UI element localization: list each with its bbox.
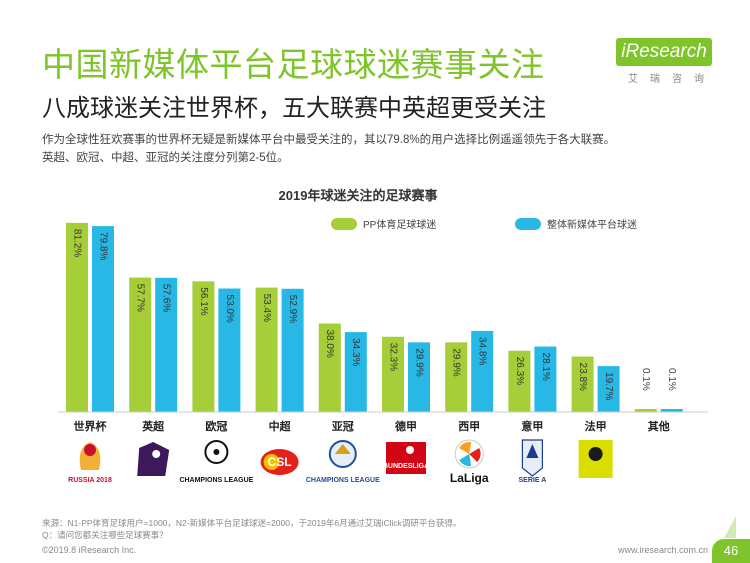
- bar-overall-9: [660, 409, 683, 412]
- laliga-ball-logo-text: LaLiga: [450, 471, 489, 485]
- iresearch-logo: iResearch 艾瑞咨询: [616, 38, 716, 88]
- fifa-world-cup-icon: RUSSIA 2018: [68, 442, 112, 484]
- data-label-pp-1: 57.7%: [135, 284, 146, 312]
- chart-bars: 81.2% 79.8% 57.7% 57.6% 56.1% 53.0% 53.4% 52.9%…: [66, 222, 683, 412]
- category-label-0: 世界杯: [74, 419, 108, 433]
- legend-label-pp: PP体育足球球迷: [363, 218, 436, 231]
- bar-overall-7: [534, 346, 557, 412]
- copyright: ©2019.8 iResearch Inc.: [42, 545, 137, 555]
- data-label-overall-8: 19.7%: [603, 372, 614, 400]
- category-label-5: 德甲: [394, 419, 417, 433]
- data-label-pp-7: 26.3%: [514, 357, 525, 385]
- data-label-pp-5: 32.3%: [387, 343, 398, 371]
- category-label-2: 欧冠: [205, 419, 227, 433]
- bar-chart: 2019年球迷关注的足球赛事 PP体育足球球迷 整体新媒体平台球迷 81.2% 7…: [58, 188, 708, 485]
- data-label-pp-6: 29.9%: [451, 348, 462, 376]
- data-label-pp-8: 23.8%: [577, 363, 588, 391]
- description-line-1: 作为全球性狂欢赛事的世界杯无疑是新媒体平台中最受关注的，其以79.8%的用户选择…: [42, 134, 616, 146]
- data-label-pp-4: 38.0%: [324, 329, 335, 357]
- bar-pp-8: [571, 356, 594, 412]
- data-label-overall-6: 34.8%: [477, 337, 488, 365]
- data-label-overall-1: 57.6%: [161, 284, 172, 312]
- bar-pp-4: [318, 323, 341, 412]
- data-label-overall-3: 52.9%: [287, 295, 298, 323]
- logo-wordmark: iResearch: [616, 38, 712, 66]
- laliga-ball-icon: LaLiga: [450, 439, 489, 485]
- bar-overall-6: [471, 330, 494, 412]
- page-title: 中国新媒体平台足球球迷赛事关注: [42, 46, 545, 83]
- chart-title: 2019年球迷关注的足球赛事: [279, 188, 438, 203]
- category-label-7: 意甲: [521, 419, 543, 433]
- footer-source: 来源：N1-PP体育足球用户=1000，N2-新媒体平台足球球迷=2000，于2…: [42, 518, 462, 528]
- category-label-3: 中超: [269, 419, 292, 433]
- legend-swatch-overall: [515, 218, 541, 230]
- logo-chinese: 艾瑞咨询: [628, 74, 716, 85]
- bar-overall-8: [597, 366, 620, 412]
- category-label-1: 英超: [141, 419, 165, 433]
- legend-label-overall: 整体新媒体平台球迷: [547, 218, 637, 231]
- bundesliga-player-logo-text: BUNDESLIGA: [383, 463, 429, 470]
- data-label-overall-2: 53.0%: [224, 295, 235, 323]
- data-label-pp-3: 53.4%: [261, 294, 272, 322]
- data-label-pp-9: 0.1%: [640, 368, 651, 391]
- bar-pp-1: [129, 277, 152, 412]
- fifa-world-cup-logo-text: RUSSIA 2018: [68, 477, 112, 484]
- legend-swatch-pp: [331, 218, 357, 230]
- data-label-overall-4: 34.3%: [350, 338, 361, 366]
- category-label-6: 西甲: [458, 420, 480, 433]
- bar-pp-9: [634, 409, 657, 412]
- league-logos: RUSSIA 2018 CHAMPIONS LEAGUE CSL CHAMPIONS …: [68, 439, 613, 485]
- bar-pp-3: [255, 287, 278, 412]
- bar-pp-0: [66, 222, 88, 412]
- bar-pp-7: [508, 350, 531, 412]
- bundesliga-player-icon: BUNDESLIGA: [383, 442, 429, 474]
- description-line-2: 英超、欧冠、中超、亚冠的关注度分列第2-5位。: [42, 152, 289, 164]
- serie-a-logo-text: SERIE A: [519, 477, 547, 484]
- data-label-overall-7: 28.1%: [540, 353, 551, 381]
- serie-a-icon: SERIE A: [519, 439, 547, 484]
- premier-league-lion-icon: [137, 442, 170, 476]
- data-label-overall-0: 79.8%: [97, 232, 108, 260]
- category-labels: 世界杯 英超 欧冠 中超 亚冠 德甲 西甲 意甲 法甲 其他: [74, 419, 670, 433]
- champions-league-star-icon: CHAMPIONS LEAGUE: [179, 440, 254, 484]
- bar-pp-6: [445, 342, 468, 412]
- category-label-9: 其他: [648, 419, 670, 433]
- page-subtitle: 八成球迷关注世界杯，五大联赛中英超更受关注: [42, 95, 546, 122]
- website-url: www.iresearch.com.cn: [618, 545, 709, 555]
- page-number: 46: [712, 539, 750, 563]
- bar-overall-1: [155, 277, 178, 412]
- footer-question: Q：请问您都关注哪些足球赛事？: [42, 530, 168, 540]
- chart-legend: PP体育足球球迷 整体新媒体平台球迷: [331, 218, 637, 231]
- bar-overall-4: [344, 332, 367, 412]
- category-label-4: 亚冠: [332, 420, 354, 433]
- ligue1-icon: [578, 440, 613, 478]
- data-label-overall-9: 0.1%: [666, 368, 677, 391]
- bar-overall-3: [281, 288, 304, 412]
- csl-ball-logo-text: CSL: [268, 455, 292, 469]
- bar-overall-2: [218, 288, 241, 412]
- bar-overall-5: [408, 342, 430, 412]
- data-label-pp-2: 56.1%: [198, 287, 209, 315]
- afc-champions-icon: CHAMPIONS LEAGUE: [306, 440, 380, 484]
- bar-pp-2: [192, 281, 215, 412]
- bar-overall-0: [92, 226, 114, 412]
- category-label-8: 法甲: [585, 419, 607, 433]
- csl-ball-icon: CSL: [260, 449, 299, 475]
- bar-pp-5: [382, 336, 404, 412]
- data-label-overall-5: 29.9%: [413, 348, 424, 376]
- corner-decoration: [724, 516, 736, 538]
- data-label-pp-0: 81.2%: [71, 229, 82, 257]
- champions-league-star-logo-text: CHAMPIONS LEAGUE: [179, 477, 253, 484]
- afc-champions-logo-text: CHAMPIONS LEAGUE: [306, 477, 380, 484]
